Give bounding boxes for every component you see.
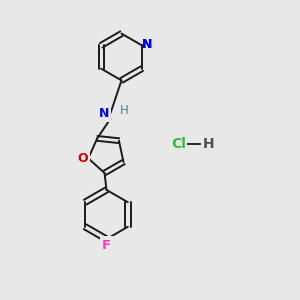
Text: N: N [141, 38, 152, 51]
Text: O: O [78, 152, 88, 165]
Text: Cl: Cl [171, 137, 186, 151]
Text: N: N [141, 38, 152, 51]
Text: N: N [98, 107, 109, 120]
Text: H: H [202, 137, 214, 151]
Text: F: F [102, 238, 111, 252]
Text: H: H [120, 104, 129, 118]
